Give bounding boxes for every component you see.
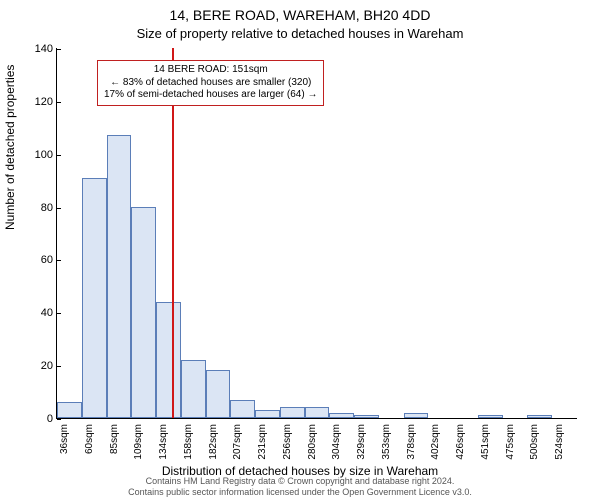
footer-attribution: Contains HM Land Registry data © Crown c… <box>0 476 600 498</box>
x-tick-label: 353sqm <box>381 422 392 460</box>
annotation-line: 14 BERE ROAD: 151sqm <box>104 64 317 77</box>
x-tick-label: 109sqm <box>133 422 144 460</box>
x-tick-label: 378sqm <box>406 422 417 460</box>
x-tick-label: 231sqm <box>257 422 268 460</box>
x-tick-label: 304sqm <box>331 422 342 460</box>
x-tick-label: 36sqm <box>59 422 70 454</box>
x-tick-label: 182sqm <box>208 422 219 460</box>
chart-container: { "title": "14, BERE ROAD, WAREHAM, BH20… <box>0 0 600 500</box>
y-tick-label: 0 <box>47 413 57 425</box>
y-tick-label: 60 <box>41 254 57 266</box>
histogram-bar <box>107 135 132 418</box>
y-tick-label: 100 <box>35 149 57 161</box>
x-tick-label: 451sqm <box>480 422 491 460</box>
histogram-bar <box>230 400 255 419</box>
histogram-chart: 02040608010012014036sqm60sqm85sqm109sqm1… <box>56 48 577 419</box>
y-tick-label: 20 <box>41 360 57 372</box>
histogram-bar <box>131 207 156 418</box>
y-tick-label: 120 <box>35 96 57 108</box>
x-tick-label: 524sqm <box>554 422 565 460</box>
x-tick-label: 85sqm <box>109 422 120 454</box>
histogram-bar <box>404 413 429 418</box>
page-subtitle: Size of property relative to detached ho… <box>0 24 600 41</box>
annotation-line: ← 83% of detached houses are smaller (32… <box>104 77 317 90</box>
histogram-bar <box>156 302 181 418</box>
y-tick-label: 40 <box>41 307 57 319</box>
x-tick-label: 426sqm <box>455 422 466 460</box>
histogram-bar <box>82 178 107 419</box>
y-axis-label: Number of detached properties <box>3 65 17 230</box>
histogram-bar <box>329 413 354 418</box>
x-tick-label: 329sqm <box>356 422 367 460</box>
x-tick-label: 207sqm <box>232 422 243 460</box>
annotation-line: 17% of semi-detached houses are larger (… <box>104 89 317 102</box>
x-tick-label: 60sqm <box>84 422 95 454</box>
histogram-bar <box>527 415 552 418</box>
y-tick-label: 140 <box>35 43 57 55</box>
x-tick-label: 475sqm <box>505 422 516 460</box>
histogram-bar <box>255 410 280 418</box>
footer-line-1: Contains HM Land Registry data © Crown c… <box>146 476 455 486</box>
annotation-box: 14 BERE ROAD: 151sqm← 83% of detached ho… <box>97 60 324 106</box>
histogram-bar <box>280 407 305 418</box>
histogram-bar <box>478 415 503 418</box>
x-tick-label: 280sqm <box>307 422 318 460</box>
histogram-bar <box>206 370 231 418</box>
histogram-bar <box>57 402 82 418</box>
histogram-bar <box>354 415 379 418</box>
x-tick-label: 134sqm <box>158 422 169 460</box>
footer-line-2: Contains public sector information licen… <box>128 487 472 497</box>
y-tick-label: 80 <box>41 202 57 214</box>
page-title: 14, BERE ROAD, WAREHAM, BH20 4DD <box>0 0 600 24</box>
x-tick-label: 402sqm <box>430 422 441 460</box>
histogram-bar <box>305 407 330 418</box>
x-tick-label: 500sqm <box>529 422 540 460</box>
histogram-bar <box>181 360 206 418</box>
x-tick-label: 256sqm <box>282 422 293 460</box>
x-tick-label: 158sqm <box>183 422 194 460</box>
